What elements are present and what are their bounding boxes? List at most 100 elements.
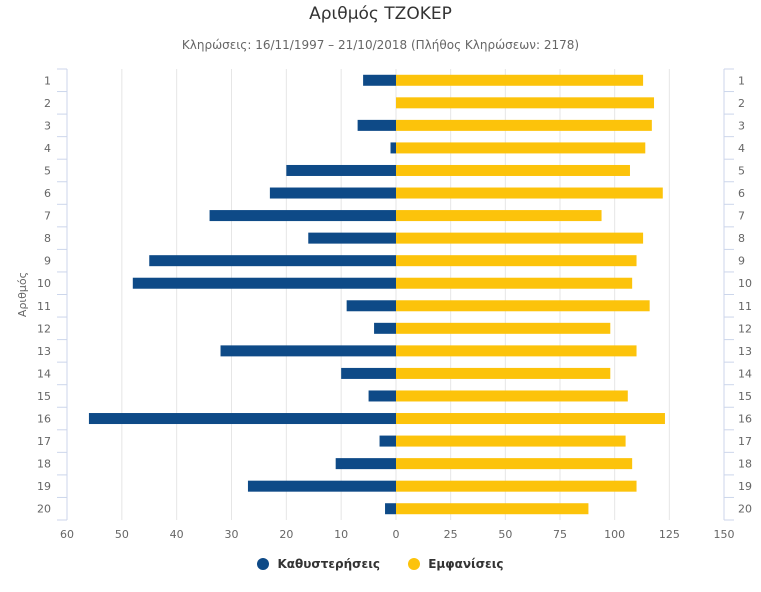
- y-category-label-right: 1: [738, 74, 745, 87]
- chart-title: Αριθμός ΤΖΟΚΕΡ: [309, 4, 452, 24]
- y-category-label-left: 11: [37, 300, 51, 313]
- legend-dot-delays-icon: [257, 558, 270, 570]
- x-tick-label-right: 150: [714, 528, 735, 541]
- bar-delays: [308, 232, 396, 244]
- bar-appearances: [396, 119, 652, 131]
- x-tick-label-right: 125: [659, 528, 680, 541]
- legend-label-delays: Καθυστερήσεις: [277, 557, 380, 571]
- x-tick-label-left: 40: [170, 528, 184, 541]
- x-tick-label-left: 60: [60, 528, 74, 541]
- y-category-label-left: 18: [37, 458, 51, 471]
- bar-appearances: [396, 322, 611, 334]
- bar-delays: [341, 367, 396, 379]
- bar-delays: [269, 187, 396, 199]
- y-category-label-left: 4: [44, 142, 51, 155]
- y-category-label-left: 5: [44, 164, 51, 177]
- bar-appearances: [396, 232, 644, 244]
- y-category-label-right: 16: [738, 413, 752, 426]
- bar-appearances: [396, 164, 630, 176]
- y-category-label-left: 19: [37, 480, 51, 493]
- y-category-label-right: 19: [738, 480, 752, 493]
- bar-appearances: [396, 413, 665, 425]
- x-tick-label-right: 50: [498, 528, 512, 541]
- x-tick-label-right: 25: [444, 528, 458, 541]
- y-category-label-right: 6: [738, 187, 745, 200]
- chart-subtitle: Κληρώσεις: 16/11/1997 – 21/10/2018 (Πλήθ…: [181, 38, 580, 52]
- y-category-label-left: 14: [37, 367, 51, 380]
- legend-item-appearances[interactable]: Εμφανίσεις: [408, 557, 504, 571]
- y-category-label-right: 8: [738, 232, 745, 245]
- y-category-label-left: 7: [44, 210, 51, 223]
- bar-delays: [286, 164, 396, 176]
- y-category-label-right: 7: [738, 210, 745, 223]
- bar-appearances: [396, 97, 655, 109]
- bar-delays: [390, 142, 396, 154]
- x-tick-label-left: 10: [334, 528, 348, 541]
- x-tick-label-right: 75: [553, 528, 567, 541]
- legend: Καθυστερήσεις Εμφανίσεις: [0, 557, 761, 573]
- y-category-label-left: 3: [44, 119, 51, 132]
- y-category-label-left: 8: [44, 232, 51, 245]
- y-category-label-right: 15: [738, 390, 752, 403]
- y-category-label-left: 20: [37, 503, 51, 516]
- y-category-label-right: 10: [738, 277, 752, 290]
- bar-appearances: [396, 187, 663, 199]
- bar-delays: [88, 413, 396, 425]
- legend-dot-appearances-icon: [408, 558, 421, 570]
- bar-appearances: [396, 458, 633, 470]
- y-category-label-left: 1: [44, 74, 51, 87]
- bar-appearances: [396, 390, 628, 402]
- y-category-label-left: 9: [44, 255, 51, 268]
- x-tick-label-left: 30: [225, 528, 239, 541]
- y-category-label-right: 20: [738, 503, 752, 516]
- bar-appearances: [396, 277, 633, 289]
- bar-delays: [374, 322, 396, 334]
- bar-delays: [149, 255, 396, 267]
- y-category-label-right: 13: [738, 345, 752, 358]
- y-category-label-right: 4: [738, 142, 745, 155]
- bar-delays: [220, 345, 396, 357]
- x-tick-label-left: 50: [115, 528, 129, 541]
- legend-label-appearances: Εμφανίσεις: [428, 557, 504, 571]
- y-category-label-right: 9: [738, 255, 745, 268]
- bar-appearances: [396, 480, 637, 492]
- bar-delays: [132, 277, 397, 289]
- y-category-label-right: 11: [738, 300, 752, 313]
- bar-delays: [368, 390, 396, 402]
- bar-delays: [385, 503, 396, 515]
- bar-delays: [357, 119, 396, 131]
- y-category-label-left: 12: [37, 322, 51, 335]
- y-category-label-left: 10: [37, 277, 51, 290]
- bar-appearances: [396, 74, 644, 86]
- y-category-label-left: 2: [44, 97, 51, 110]
- bar-appearances: [396, 300, 650, 312]
- y-category-label-right: 2: [738, 97, 745, 110]
- bar-delays: [346, 300, 396, 312]
- bar-appearances: [396, 503, 589, 515]
- y-category-label-left: 13: [37, 345, 51, 358]
- y-axis-title: Αριθμός: [16, 272, 29, 317]
- y-category-label-left: 6: [44, 187, 51, 200]
- bar-delays: [209, 210, 396, 222]
- y-category-label-right: 17: [738, 435, 752, 448]
- y-category-label-left: 17: [37, 435, 51, 448]
- bar-appearances: [396, 345, 637, 357]
- legend-item-delays[interactable]: Καθυστερήσεις: [257, 557, 380, 571]
- x-tick-label-left: 0: [393, 528, 400, 541]
- bar-delays: [247, 480, 396, 492]
- bar-delays: [335, 458, 396, 470]
- y-category-label-right: 3: [738, 119, 745, 132]
- y-category-label-right: 18: [738, 458, 752, 471]
- x-tick-label-right: 100: [604, 528, 625, 541]
- bar-delays: [379, 435, 396, 447]
- y-category-label-right: 5: [738, 164, 745, 177]
- y-category-label-right: 12: [738, 322, 752, 335]
- bar-delays: [363, 74, 396, 86]
- y-category-label-right: 14: [738, 367, 752, 380]
- bar-appearances: [396, 210, 602, 222]
- bar-appearances: [396, 367, 611, 379]
- y-category-label-left: 16: [37, 413, 51, 426]
- bar-appearances: [396, 255, 637, 267]
- x-tick-label-left: 20: [279, 528, 293, 541]
